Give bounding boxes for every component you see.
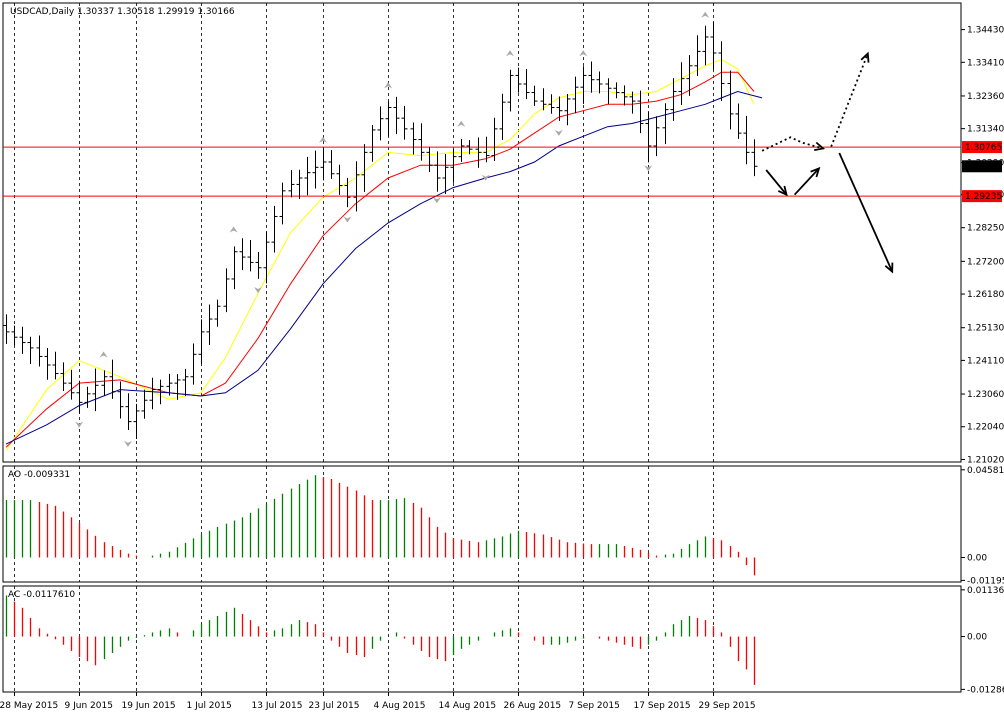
date-tick-label: 17 Sep 2015 bbox=[634, 701, 691, 711]
price-tick-label: 1.24110 bbox=[967, 356, 1004, 366]
fractal-up-marker bbox=[229, 226, 238, 233]
ao-histogram bbox=[5, 475, 756, 576]
ao-vertical-grid bbox=[14, 466, 714, 582]
ao-axis: 0.045815 0.00 -0.011957 bbox=[961, 466, 1004, 586]
price-tag-box bbox=[962, 141, 1002, 154]
price-axis-tags: 1.30765 1.29235 1.30166 bbox=[962, 141, 1002, 203]
fractal-down-marker bbox=[481, 174, 490, 181]
price-tag-label: 1.30765 bbox=[965, 143, 1002, 153]
ac-panel: 0.011364 0.00 -0.012862 AC -0.0117610 bbox=[2, 585, 1004, 695]
forecast-arrow-head bbox=[777, 185, 788, 197]
price-tick-label: 1.34430 bbox=[967, 26, 1004, 36]
date-tick-label: 14 Aug 2015 bbox=[439, 701, 497, 711]
price-tick-label: 1.31340 bbox=[967, 125, 1004, 135]
date-tick-label: 28 May 2015 bbox=[0, 701, 58, 711]
indicator-tick-label: -0.012862 bbox=[967, 685, 1004, 695]
fractal-up-marker bbox=[701, 11, 710, 18]
price-panel: 1.344301.334101.323601.313401.302901.292… bbox=[2, 2, 1004, 465]
date-tick-label: 9 Jun 2015 bbox=[65, 701, 113, 711]
price-tag-box bbox=[962, 190, 1002, 203]
price-tick-label: 1.32360 bbox=[967, 92, 1004, 102]
indicator-tick-label: 0.00 bbox=[967, 633, 987, 643]
price-tick-label: 1.25130 bbox=[967, 324, 1004, 334]
fractal-up-marker bbox=[579, 50, 588, 57]
price-panel-frame bbox=[2, 2, 962, 463]
fractal-up-marker bbox=[99, 351, 108, 358]
forecast-arrow-head bbox=[884, 262, 894, 274]
fractal-up-marker bbox=[506, 50, 515, 57]
forecast-arrow-line bbox=[765, 169, 788, 196]
fractal-down-marker bbox=[343, 216, 352, 223]
indicator-tick-label: 0.00 bbox=[967, 553, 987, 563]
date-tick-label: 23 Jul 2015 bbox=[309, 701, 360, 711]
forecast-arrow-head bbox=[860, 51, 870, 63]
fractal-up-marker bbox=[319, 136, 328, 143]
fractal-up-marker bbox=[384, 82, 393, 89]
price-vertical-grid bbox=[14, 3, 714, 462]
date-tick-label: 4 Aug 2015 bbox=[374, 701, 426, 711]
fractal-markers bbox=[75, 11, 710, 447]
price-tick-label: 1.27200 bbox=[967, 257, 1004, 267]
indicator-tick-label: -0.011957 bbox=[967, 576, 1004, 586]
forecast-arrow-line bbox=[761, 136, 824, 152]
date-axis: 28 May 2015 9 Jun 2015 19 Jun 2015 1 Jul 20… bbox=[0, 692, 756, 711]
fractal-down-marker bbox=[432, 197, 441, 204]
price-tick-label: 1.26180 bbox=[967, 290, 1004, 300]
fractal-down-marker bbox=[554, 129, 563, 136]
date-tick-label: 29 Sep 2015 bbox=[699, 701, 756, 711]
forecast-arrow-head bbox=[810, 166, 821, 178]
price-axis: 1.344301.334101.323601.313401.302901.292… bbox=[961, 26, 1004, 465]
fractal-up-marker bbox=[457, 120, 466, 127]
price-tick-label: 1.21020 bbox=[967, 455, 1004, 465]
price-tag-label: 1.30166 bbox=[965, 162, 1002, 172]
forecast-arrow-line bbox=[793, 167, 820, 196]
fractal-down-marker bbox=[75, 421, 84, 428]
date-tick-label: 7 Sep 2015 bbox=[569, 701, 620, 711]
date-tick-label: 19 Jun 2015 bbox=[122, 701, 176, 711]
forecast-arrow-line bbox=[838, 152, 894, 272]
forecast-arrows bbox=[761, 51, 894, 274]
forecast-arrow-line bbox=[830, 53, 869, 147]
indicator-tick-label: 0.045815 bbox=[967, 466, 1004, 476]
price-tag-box bbox=[962, 160, 1002, 173]
ac-histogram bbox=[5, 595, 756, 685]
fractal-down-marker bbox=[123, 440, 132, 447]
ao-panel-header: AO -0.009331 bbox=[8, 470, 70, 480]
indicator-tick-label: 0.011364 bbox=[967, 586, 1004, 596]
date-tick-label: 26 Aug 2015 bbox=[504, 701, 562, 711]
price-panel-header: USDCAD,Daily 1.30337 1.30518 1.29919 1.3… bbox=[10, 7, 235, 17]
price-tick-label: 1.33410 bbox=[967, 58, 1004, 68]
ohlc-bars bbox=[3, 22, 758, 440]
ac-axis: 0.011364 0.00 -0.012862 bbox=[961, 586, 1004, 695]
forecast-arrow-head bbox=[814, 141, 826, 151]
ac-panel-header: AC -0.0117610 bbox=[8, 590, 75, 600]
fractal-down-marker bbox=[254, 286, 263, 293]
price-tick-label: 1.28250 bbox=[967, 224, 1004, 234]
ac-panel-frame bbox=[2, 585, 962, 693]
fractal-down-marker bbox=[644, 165, 653, 172]
price-tick-label: 1.23060 bbox=[967, 390, 1004, 400]
price-tag-label: 1.29235 bbox=[965, 192, 1002, 202]
horizontal-levels bbox=[3, 146, 961, 197]
moving-average-line bbox=[5, 90, 763, 445]
price-tick-label: 1.22040 bbox=[967, 423, 1004, 433]
ao-panel: 0.045815 0.00 -0.011957 AO -0.009331 bbox=[2, 465, 1004, 586]
ao-panel-frame bbox=[2, 465, 962, 583]
date-tick-label: 13 Jul 2015 bbox=[252, 701, 303, 711]
date-tick-label: 1 Jul 2015 bbox=[187, 701, 232, 711]
